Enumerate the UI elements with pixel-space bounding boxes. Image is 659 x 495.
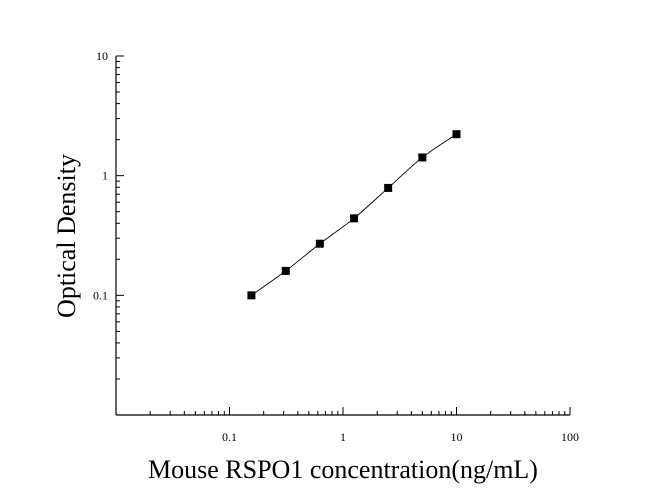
data-point xyxy=(418,153,427,162)
tick-labels: 0.1 1 10 100 0.1 1 10 xyxy=(93,49,579,444)
data-point xyxy=(315,239,324,248)
data-point xyxy=(247,291,256,300)
y-axis-title: Optical Density xyxy=(52,154,81,318)
x-tick-label: 0.1 xyxy=(222,430,237,444)
ticks xyxy=(115,55,571,416)
x-tick-label: 10 xyxy=(451,430,463,444)
data-point xyxy=(384,183,393,192)
data-point xyxy=(349,214,358,223)
x-tick-label: 1 xyxy=(340,430,346,444)
y-tick-label: 0.1 xyxy=(93,288,108,302)
x-axis-title: Mouse RSPO1 concentration(ng/mL) xyxy=(148,455,538,484)
x-tick-label: 100 xyxy=(561,430,579,444)
data-point xyxy=(281,266,290,275)
axes xyxy=(115,56,570,416)
y-tick-label: 10 xyxy=(96,49,108,63)
y-tick-label: 1 xyxy=(102,169,108,183)
data-points xyxy=(247,130,461,300)
data-point xyxy=(452,130,461,139)
